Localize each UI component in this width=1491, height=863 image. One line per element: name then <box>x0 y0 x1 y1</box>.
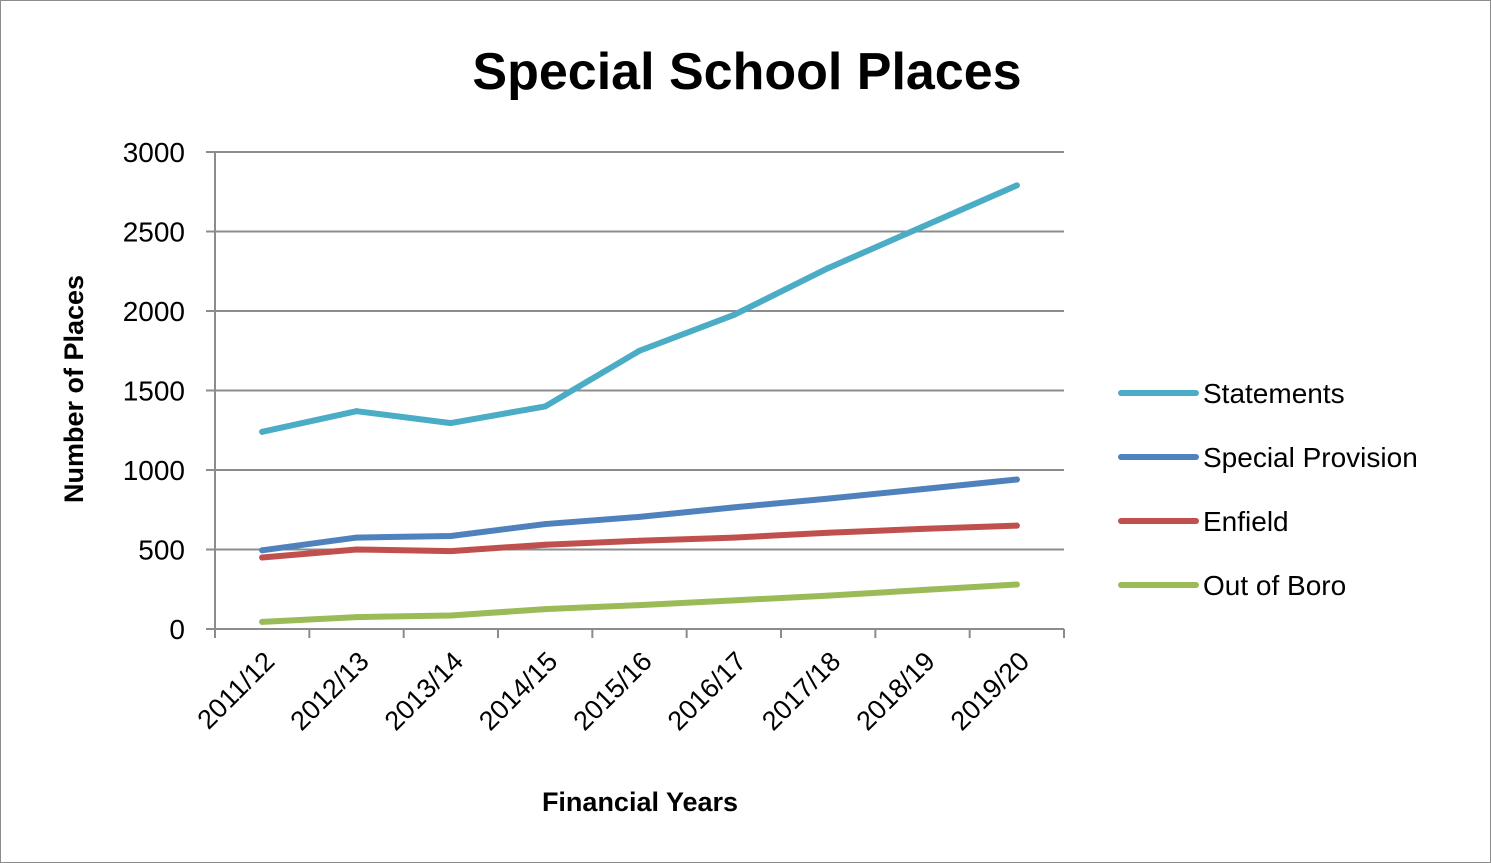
data-point <box>636 537 643 544</box>
data-point <box>542 403 549 410</box>
y-tick-label: 500 <box>138 535 185 566</box>
x-tick-label: 2017/18 <box>756 646 846 736</box>
data-point <box>542 521 549 528</box>
y-tick-label: 1000 <box>123 455 185 486</box>
data-point <box>919 223 926 230</box>
data-point <box>919 587 926 594</box>
chart-title: Special School Places <box>472 43 1021 101</box>
data-point <box>730 597 737 604</box>
x-axis-title: Financial Years <box>542 787 738 817</box>
series-line-statements <box>259 182 1020 435</box>
data-point <box>447 532 454 539</box>
data-point <box>919 525 926 532</box>
data-point <box>259 554 266 561</box>
x-tick-label: 2018/19 <box>851 646 941 736</box>
data-point <box>636 347 643 354</box>
y-axis-title: Number of Places <box>59 275 89 503</box>
x-tick-label: 2013/14 <box>379 646 469 736</box>
y-tick-label: 1500 <box>123 376 185 407</box>
data-point <box>353 614 360 621</box>
data-point <box>1013 581 1020 588</box>
data-point <box>259 618 266 625</box>
y-tick-label: 2500 <box>123 217 185 248</box>
data-point <box>353 534 360 541</box>
data-point <box>447 612 454 619</box>
data-point <box>636 602 643 609</box>
data-point <box>1013 476 1020 483</box>
x-tick-label: 2012/13 <box>285 646 375 736</box>
gridlines <box>215 151 1064 551</box>
data-point <box>919 486 926 493</box>
data-point <box>730 534 737 541</box>
data-point <box>825 265 832 272</box>
data-point <box>825 592 832 599</box>
data-point <box>353 408 360 415</box>
data-point <box>447 548 454 555</box>
data-point <box>825 529 832 536</box>
data-point <box>542 606 549 613</box>
y-tick-label: 3000 <box>123 137 185 168</box>
data-point <box>730 311 737 318</box>
x-tick-label: 2015/16 <box>568 646 658 736</box>
legend-label: Out of Boro <box>1203 570 1346 601</box>
data-point <box>825 495 832 502</box>
x-tick-label: 2016/17 <box>662 646 752 736</box>
x-tick-label: 2019/20 <box>945 646 1035 736</box>
series-lines <box>259 182 1020 625</box>
y-tick-label: 0 <box>169 614 185 645</box>
legend-label: Enfield <box>1203 506 1289 537</box>
legend-label: Statements <box>1203 378 1345 409</box>
data-point <box>730 504 737 511</box>
data-point <box>353 546 360 553</box>
data-point <box>259 428 266 435</box>
data-point <box>259 547 266 554</box>
data-point <box>447 420 454 427</box>
x-tick-label: 2011/12 <box>192 646 281 735</box>
data-point <box>1013 522 1020 529</box>
y-tick-label: 2000 <box>123 296 185 327</box>
legend-label: Special Provision <box>1203 442 1418 473</box>
data-point <box>542 541 549 548</box>
legend: Statements Special Provision Enfield Out of… <box>1118 378 1418 601</box>
x-tick-label: 2014/15 <box>473 646 563 736</box>
data-point <box>636 513 643 520</box>
data-point <box>1013 182 1020 189</box>
